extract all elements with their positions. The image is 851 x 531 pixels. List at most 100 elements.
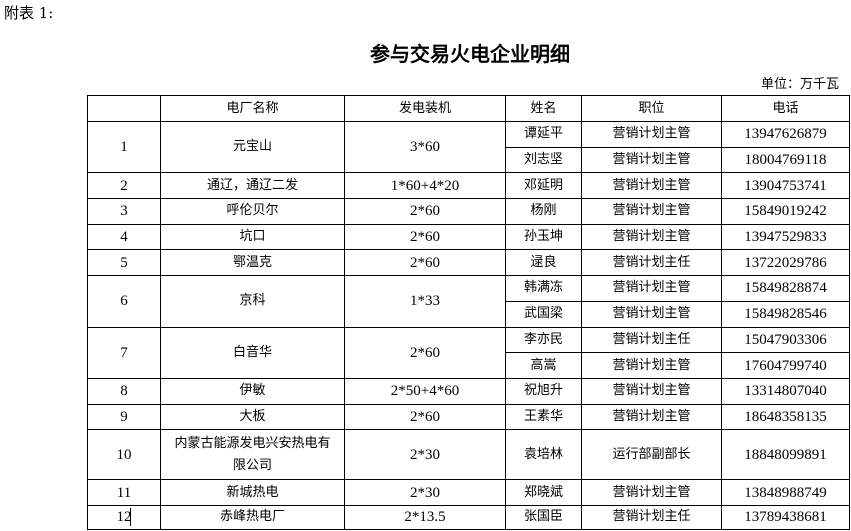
- contact-phone: 13789438681: [721, 504, 850, 530]
- contact-name: 袁培林: [505, 429, 582, 481]
- contact-name: 韩满冻: [505, 275, 582, 302]
- contact-name: 孙玉坤: [505, 223, 582, 251]
- plant-name: 坑口: [160, 223, 345, 251]
- plant-name: 鄂温克: [160, 249, 345, 277]
- contact-phone: 18648358135: [721, 403, 850, 431]
- table-row: 5 鄂温克 2*60 逯良 营销计划主任 13722029786: [87, 249, 850, 277]
- plant-name: 白音华: [160, 326, 345, 379]
- contact-position: 营销计划主管: [581, 300, 722, 328]
- contact-position: 营销计划主管: [581, 146, 722, 174]
- row-number: 8: [87, 377, 161, 405]
- table-row: 刘志坚 营销计划主管 18004769118: [88, 146, 850, 174]
- capacity: 1*33: [344, 275, 506, 328]
- table-row: 8 伊敏 2*50+4*60 祝旭升 营销计划主管 13314807040: [87, 377, 850, 405]
- capacity: 3*60: [344, 120, 506, 174]
- contact-position: 营销计划主管: [581, 172, 722, 200]
- contact-phone: 15849828546: [721, 300, 850, 328]
- contact-name: 刘志坚: [505, 146, 582, 174]
- capacity: 2*13.5: [344, 504, 506, 530]
- contact-phone: 13848988749: [721, 479, 850, 506]
- row-number: 10: [87, 429, 161, 481]
- contact-name: 郑晓斌: [505, 479, 582, 506]
- capacity: 2*30: [344, 429, 506, 481]
- row-number: 6: [87, 275, 161, 328]
- capacity: 2*60: [344, 198, 506, 225]
- table-row: 9 大板 2*60 王素华 营销计划主管 18648358135: [87, 403, 850, 431]
- table-row: 1 元宝山 3*60 谭延平 营销计划主管 13947626879: [87, 120, 850, 174]
- text-cursor: [130, 508, 131, 526]
- plant-name: 赤峰热电厂: [160, 504, 345, 530]
- row-number: 3: [87, 198, 161, 225]
- contact-name: 谭延平: [505, 121, 582, 148]
- contact-name: 李亦民: [505, 326, 582, 354]
- page-title: 参与交易火电企业明细: [370, 42, 570, 66]
- contact-phone: 13947626879: [721, 121, 850, 148]
- contact-position: 营销计划主任: [581, 504, 722, 530]
- header-cell: 姓名: [505, 95, 582, 122]
- plant-name: 元宝山: [160, 120, 345, 174]
- header-row: 电厂名称 发电装机 姓名 职位 电话: [87, 95, 850, 122]
- header-cell: 电厂名称: [160, 95, 345, 122]
- contact-name: 王素华: [505, 403, 582, 431]
- plant-name: 京科: [160, 275, 345, 328]
- row-number: 12: [87, 504, 161, 530]
- table-row: 3 呼伦贝尔 2*60 杨刚 营销计划主管 15849019242: [87, 198, 850, 225]
- contact-phone: 13314807040: [721, 377, 850, 405]
- annex-label: 附表 1:: [4, 4, 54, 22]
- row-number: 4: [87, 223, 161, 251]
- header-cell: 电话: [721, 95, 850, 122]
- header-cell: 职位: [581, 95, 722, 122]
- contact-name: 武国梁: [505, 300, 582, 328]
- plant-name: 内蒙古能源发电兴安热电有限公司: [160, 429, 345, 481]
- contact-name: 高嵩: [505, 352, 582, 379]
- unit-label: 单位：万千瓦: [760, 77, 839, 92]
- plant-name: 通辽，通辽二发: [160, 172, 345, 200]
- row-number: 7: [87, 326, 161, 379]
- contact-position: 营销计划主管: [581, 479, 722, 506]
- contact-position: 营销计划主任: [581, 249, 722, 277]
- contact-position: 营销计划主管: [581, 352, 722, 379]
- table-row: 4 坑口 2*60 孙玉坤 营销计划主管 13947529833: [87, 223, 850, 251]
- table-row: 6 京科 1*33 韩满冻 营销计划主管 15849828874: [87, 275, 850, 328]
- contact-phone: 18004769118: [721, 146, 850, 174]
- table-row: 10 内蒙古能源发电兴安热电有限公司 2*30 袁培林 运行部副部长 1884809989…: [87, 429, 850, 481]
- contact-phone: 15047903306: [721, 326, 850, 354]
- contact-position: 营销计划主管: [581, 121, 722, 148]
- row-number: 2: [87, 172, 161, 200]
- plant-name: 大板: [160, 403, 345, 431]
- contact-name: 杨刚: [505, 198, 582, 225]
- contact-phone: 13947529833: [721, 223, 850, 251]
- capacity: 2*60: [344, 249, 506, 277]
- contact-name: 邓延明: [505, 172, 582, 200]
- contact-position: 营销计划主管: [581, 403, 722, 431]
- contact-phone: 17604799740: [721, 352, 850, 379]
- plant-name: 伊敏: [160, 377, 345, 405]
- capacity: 1*60+4*20: [344, 172, 506, 200]
- header-cell: [87, 95, 161, 122]
- row-number: 11: [87, 479, 161, 506]
- contact-position: 营销计划主任: [581, 326, 722, 354]
- contact-phone: 13722029786: [721, 249, 850, 277]
- header-cell: 发电装机: [344, 95, 506, 122]
- table-row: 武国梁 营销计划主管 15849828546: [88, 300, 850, 328]
- contact-name: 张国臣: [505, 504, 582, 530]
- table-row: 高嵩 营销计划主管 17604799740: [88, 352, 850, 379]
- contact-name: 逯良: [505, 249, 582, 277]
- contact-position: 营销计划主管: [581, 275, 722, 302]
- plant-name: 呼伦贝尔: [160, 198, 345, 225]
- table-row: 11 新城热电 2*30 郑晓斌 营销计划主管 13848988749: [87, 479, 850, 506]
- table-row: 12 赤峰热电厂 2*13.5 张国臣 营销计划主任 13789438681: [87, 504, 850, 530]
- plant-table: 电厂名称 发电装机 姓名 职位 电话 1 元宝山 3*60 谭延平 营销计划主管 1394…: [87, 95, 850, 530]
- table-row: 7 白音华 2*60 李亦民 营销计划主任 15047903306: [87, 326, 850, 379]
- capacity: 2*50+4*60: [344, 377, 506, 405]
- row-number: 5: [87, 249, 161, 277]
- contact-position: 运行部副部长: [581, 429, 722, 481]
- contact-phone: 15849019242: [721, 198, 850, 225]
- capacity: 2*60: [344, 326, 506, 379]
- capacity: 2*60: [344, 223, 506, 251]
- contact-phone: 13904753741: [721, 172, 850, 200]
- contact-position: 营销计划主管: [581, 377, 722, 405]
- contact-position: 营销计划主管: [581, 223, 722, 251]
- capacity: 2*60: [344, 403, 506, 431]
- contact-name: 祝旭升: [505, 377, 582, 405]
